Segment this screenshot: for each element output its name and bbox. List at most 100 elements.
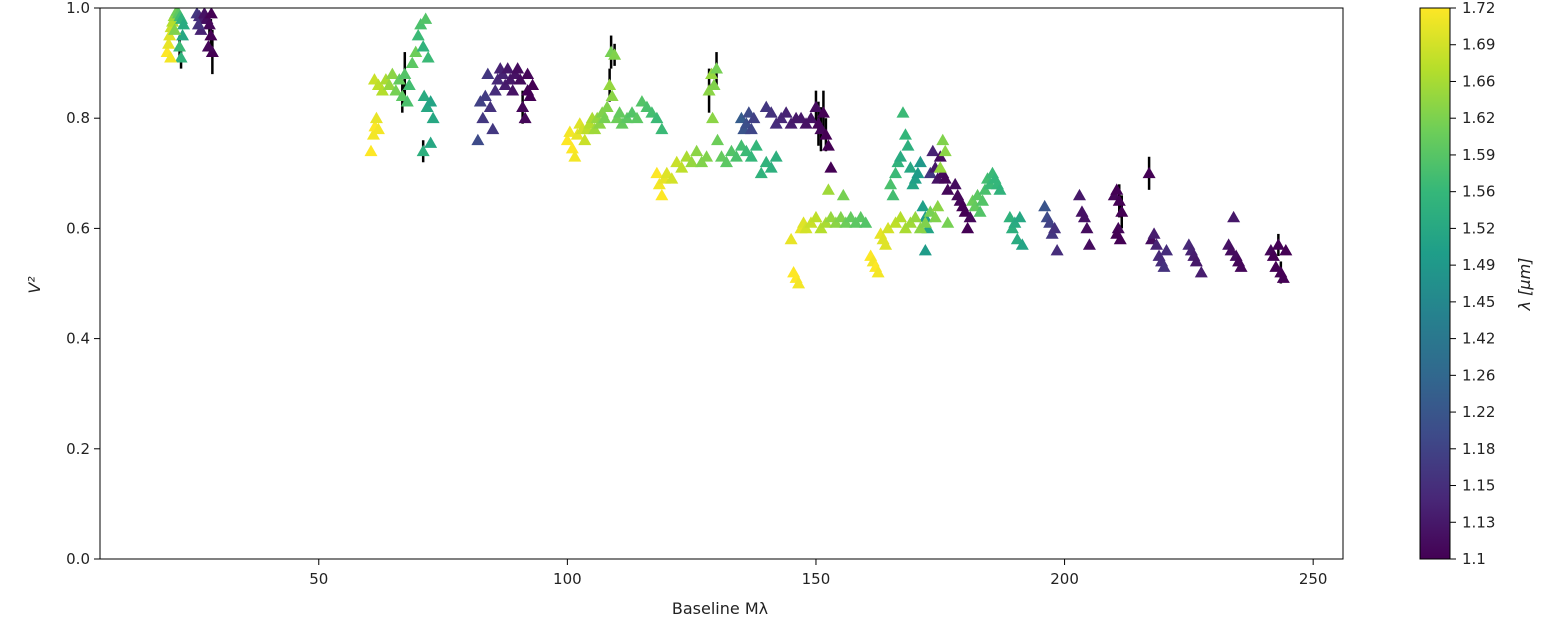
colorbar-label: λ [μm] [1515,258,1534,312]
data-point [893,210,907,223]
data-point [1234,260,1248,272]
data-point [744,150,758,162]
data-point [707,78,721,91]
colorbar-tick-label: 1.52 [1462,219,1495,237]
data-point [1048,221,1062,234]
data-point [711,133,725,146]
data-point [605,89,619,102]
data-point [859,216,873,228]
x-tick-label: 100 [553,570,582,588]
data-point [804,111,818,124]
y-tick-label: 0.0 [66,550,90,568]
data-point [1110,183,1124,195]
data-point [516,100,530,113]
data-point [908,210,922,223]
data-point [821,183,835,195]
colorbar-tick-label: 1.66 [1462,72,1495,90]
data-point [1142,166,1156,179]
data-point [700,150,714,162]
data-point [1189,254,1203,267]
data-point [665,172,679,184]
data-point [655,188,669,201]
data-point [382,78,396,91]
data-point [204,8,218,19]
data-point [1276,271,1290,283]
data-point [506,84,520,96]
data-point [389,84,403,96]
data-point [177,18,191,30]
data-point [706,111,720,124]
data-point [754,166,768,179]
data-point [1271,238,1285,250]
data-point [483,100,497,113]
colorbar-tick-label: 1.26 [1462,366,1495,384]
data-point [918,243,932,256]
data-point [821,139,835,151]
data-point [764,106,778,118]
data-point [1072,188,1086,201]
data-point [916,199,930,212]
data-point [1077,210,1091,223]
data-point [744,122,758,135]
data-point [416,144,430,157]
colorbar-tick-label: 1.72 [1462,0,1495,17]
colorbar-tick-label: 1.56 [1462,183,1495,201]
y-axis: 0.0 0.2 0.4 0.6 0.8 1.0 [66,0,100,568]
data-point [1266,249,1280,261]
colorbar-tick-label: 1.45 [1462,293,1495,311]
data-point [563,125,577,137]
data-point [173,40,187,52]
data-point [511,62,525,74]
data-point [1194,265,1208,278]
data-point [613,106,627,118]
data-point [168,23,182,35]
data-point [364,144,378,157]
data-point [747,111,761,124]
data-point [961,221,975,234]
y-tick-label: 0.6 [66,219,90,237]
data-point [893,150,907,162]
data-point [779,106,793,118]
data-point [938,172,952,184]
data-point [769,150,783,162]
data-point [936,133,950,146]
data-point [1150,238,1164,250]
data-point [1227,210,1241,223]
data-point [1082,238,1096,250]
data-point [630,111,644,124]
data-point [164,51,178,63]
data-point [889,166,903,179]
data-point [471,133,485,146]
data-point [1159,243,1173,256]
data-point [963,210,977,223]
data-point [901,139,915,151]
data-point [886,188,900,201]
data-point [523,89,537,102]
data-point [565,142,579,154]
data-point [784,232,798,245]
colorbar-ticks: 1.72 1.69 1.66 1.62 1.59 1.56 1.52 1.49 1.45 1.42… [1450,0,1495,568]
data-point [809,100,823,113]
data-point [526,78,540,91]
data-point [836,188,850,201]
data-point [749,139,763,151]
data-point [896,106,910,118]
data-point [710,62,724,74]
data-point [513,73,527,85]
data-point [603,78,617,91]
data-point [650,166,664,179]
colorbar-tick-label: 1.22 [1462,403,1495,421]
data-point [675,161,689,173]
data-point [608,48,622,60]
x-axis-label: Baseline Mλ [672,599,768,618]
data-point [371,122,385,135]
data-point [481,67,495,79]
y-tick-label: 0.4 [66,330,90,348]
data-point [1112,194,1126,206]
data-point [690,144,704,157]
data-point [938,144,952,157]
data-point [729,150,743,162]
data-point [655,122,669,135]
data-point [369,111,383,124]
